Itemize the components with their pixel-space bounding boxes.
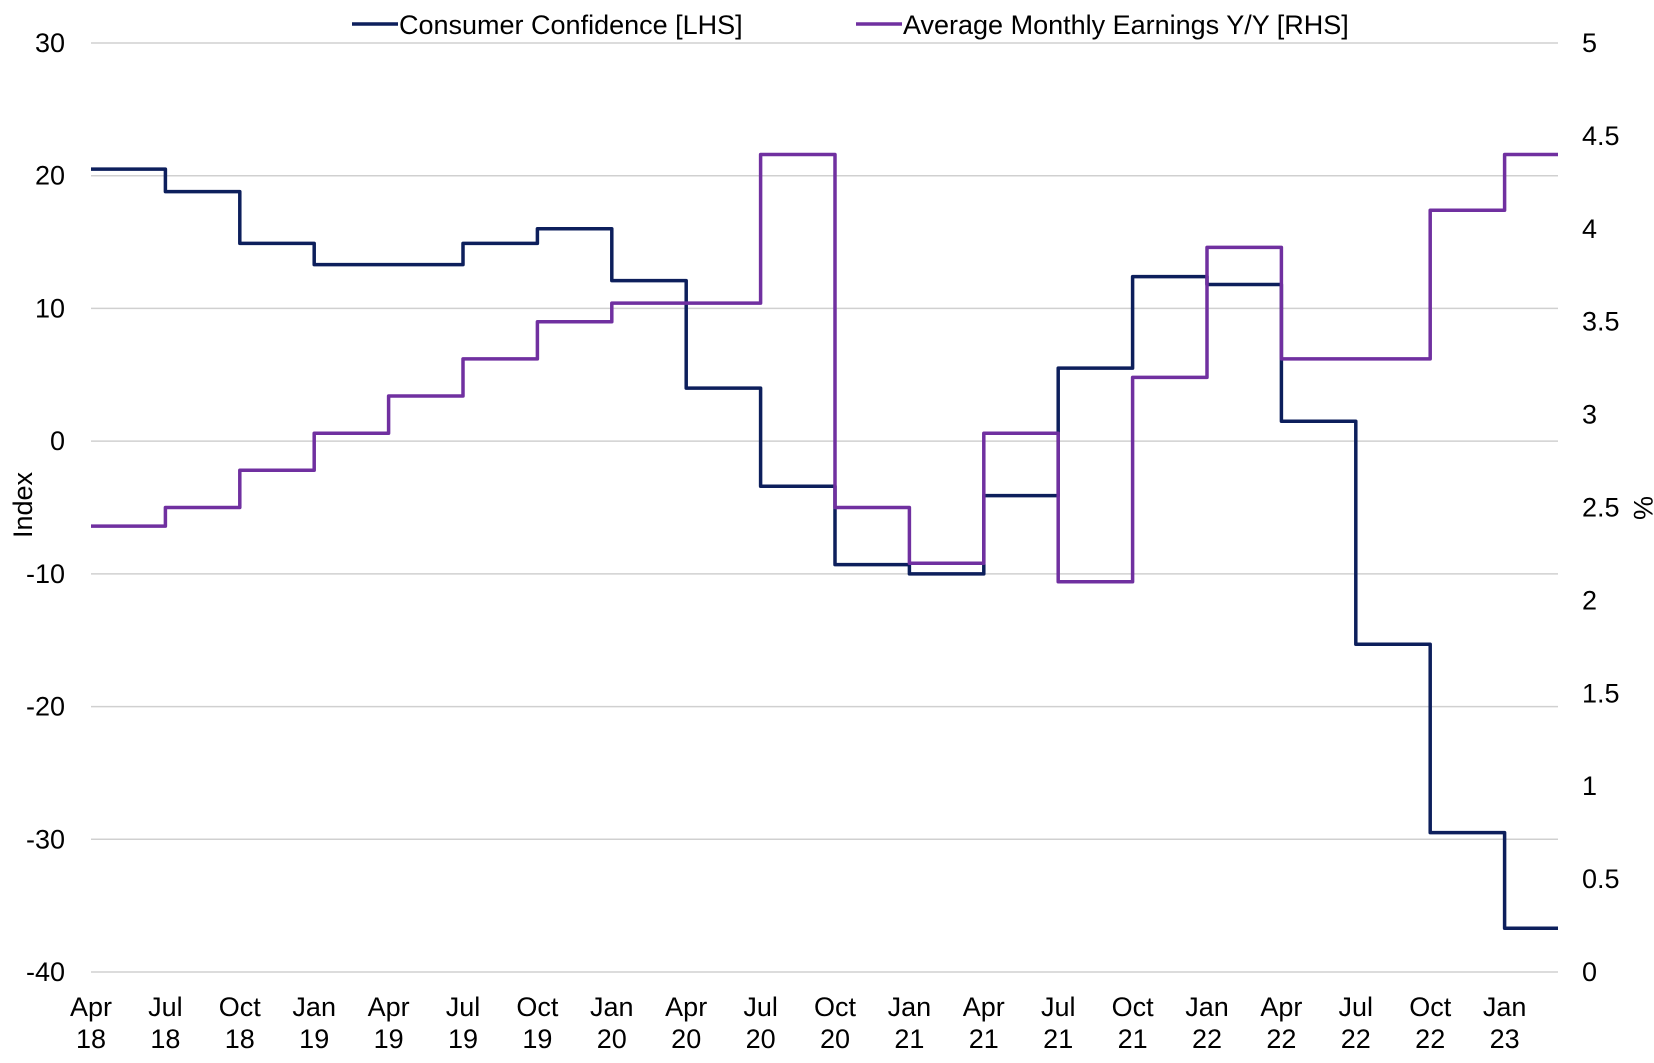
x-tick-year: 21 [1118, 1024, 1148, 1054]
right-tick-label: 3 [1582, 400, 1597, 430]
legend: Consumer Confidence [LHS] Average Monthl… [352, 10, 1349, 40]
x-tick-month: Oct [219, 992, 262, 1022]
left-tick-label: 0 [50, 426, 65, 456]
legend-label-consumer-confidence: Consumer Confidence [LHS] [399, 10, 743, 40]
x-tick-month: Jul [1339, 992, 1374, 1022]
left-axis-title: Index [8, 471, 38, 538]
x-tick-year: 20 [671, 1024, 701, 1054]
x-tick-month: Jul [743, 992, 778, 1022]
right-tick-label: 2 [1582, 585, 1597, 615]
x-tick-year: 18 [225, 1024, 255, 1054]
x-tick-month: Jan [1483, 992, 1527, 1022]
left-axis-ticks: 30 20 10 0 -10 -20 -30 -40 [26, 28, 65, 987]
x-tick-year: 22 [1266, 1024, 1296, 1054]
x-tick-year: 19 [522, 1024, 552, 1054]
right-tick-label: 2.5 [1582, 493, 1620, 523]
x-tick-month: Jan [1185, 992, 1229, 1022]
series-lines [91, 152, 1558, 930]
x-tick-year: 19 [374, 1024, 404, 1054]
legend-label-average-monthly-earnings: Average Monthly Earnings Y/Y [RHS] [903, 10, 1349, 40]
x-tick-year: 21 [1043, 1024, 1073, 1054]
x-tick-month: Apr [368, 992, 410, 1022]
gridlines [91, 42, 1558, 973]
x-tick-month: Oct [814, 992, 857, 1022]
x-tick-month: Jul [446, 992, 481, 1022]
x-tick-year: 19 [448, 1024, 478, 1054]
x-tick-year: 22 [1341, 1024, 1371, 1054]
x-tick-year: 21 [894, 1024, 924, 1054]
average-monthly-earnings-line [91, 152, 1558, 584]
right-tick-label: 3.5 [1582, 307, 1620, 337]
x-tick-month: Jul [1041, 992, 1076, 1022]
right-tick-label: 1.5 [1582, 678, 1620, 708]
x-tick-month: Jul [148, 992, 183, 1022]
x-tick-month: Oct [1112, 992, 1155, 1022]
x-tick-year: 19 [299, 1024, 329, 1054]
x-tick-year: 18 [76, 1024, 106, 1054]
x-tick-year: 20 [746, 1024, 776, 1054]
x-tick-year: 20 [820, 1024, 850, 1054]
left-tick-label: -30 [26, 824, 65, 854]
left-tick-label: 30 [35, 28, 65, 58]
left-tick-label: -40 [26, 957, 65, 987]
right-tick-label: 4 [1582, 214, 1597, 244]
x-tick-year: 22 [1192, 1024, 1222, 1054]
consumer-confidence-line [91, 167, 1558, 930]
x-tick-month: Jan [590, 992, 634, 1022]
left-tick-label: 20 [35, 161, 65, 191]
x-tick-month: Oct [1409, 992, 1452, 1022]
right-tick-label: 0.5 [1582, 864, 1620, 894]
left-tick-label: -10 [26, 559, 65, 589]
x-tick-month: Apr [963, 992, 1005, 1022]
x-tick-year: 23 [1490, 1024, 1520, 1054]
x-tick-month: Jan [888, 992, 932, 1022]
x-tick-year: 18 [150, 1024, 180, 1054]
x-tick-year: 20 [597, 1024, 627, 1054]
right-tick-label: 0 [1582, 957, 1597, 987]
x-tick-month: Jan [292, 992, 336, 1022]
x-tick-month: Oct [516, 992, 559, 1022]
x-tick-month: Apr [1260, 992, 1302, 1022]
x-tick-month: Apr [70, 992, 112, 1022]
right-axis-ticks: 5 4.5 4 3.5 3 2.5 2 1.5 1 0.5 0 [1582, 28, 1620, 987]
x-tick-month: Apr [665, 992, 707, 1022]
left-tick-label: 10 [35, 293, 65, 323]
right-tick-label: 4.5 [1582, 121, 1620, 151]
right-tick-label: 5 [1582, 28, 1597, 58]
x-tick-year: 22 [1415, 1024, 1445, 1054]
x-tick-year: 21 [969, 1024, 999, 1054]
x-axis-ticks: Apr18Jul18Oct18Jan19Apr19Jul19Oct19Jan20… [70, 992, 1526, 1054]
right-tick-label: 1 [1582, 771, 1597, 801]
left-tick-label: -20 [26, 692, 65, 722]
right-axis-title: % [1628, 496, 1654, 520]
